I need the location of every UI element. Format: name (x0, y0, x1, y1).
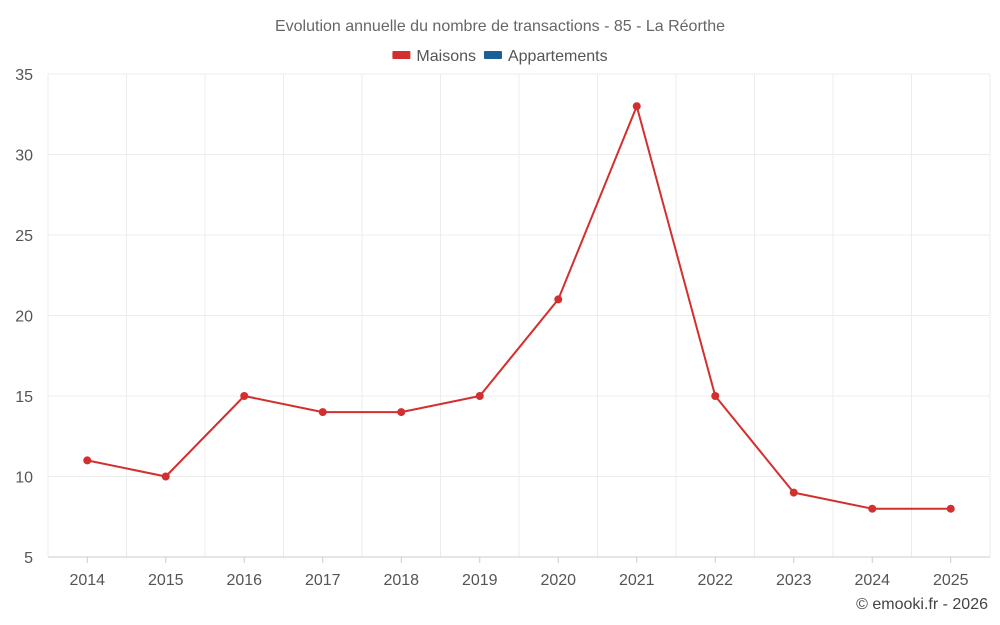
data-point[interactable] (554, 295, 563, 304)
data-point[interactable] (711, 392, 720, 400)
legend-item-appartements[interactable]: Appartements (483, 48, 608, 65)
grid (47, 73, 991, 557)
y-tick-label: 20 (15, 309, 33, 326)
x-tick-label: 2020 (540, 572, 576, 589)
x-tick-label: 2021 (619, 572, 655, 589)
legend-label: Maisons (416, 48, 476, 65)
x-tick-label: 2017 (305, 572, 341, 589)
x-tick-label: 2022 (697, 572, 733, 589)
y-tick-label: 35 (15, 67, 33, 84)
series (83, 102, 955, 513)
x-tick-label: 2016 (226, 572, 262, 589)
y-tick-label: 25 (15, 228, 33, 245)
legend: Maisons Appartements (392, 48, 608, 65)
x-tick-label: 2023 (776, 572, 812, 589)
data-point[interactable] (632, 102, 641, 111)
data-point[interactable] (83, 456, 92, 465)
data-point[interactable] (946, 504, 955, 513)
y-tick-label: 10 (15, 470, 33, 487)
legend-swatch (392, 51, 411, 59)
data-point[interactable] (868, 504, 877, 513)
data-point[interactable] (240, 392, 249, 400)
data-point[interactable] (789, 488, 798, 497)
data-point[interactable] (318, 408, 327, 417)
x-tick-label: 2019 (462, 572, 498, 589)
x-tick-label: 2024 (854, 572, 890, 589)
x-tick-label: 2015 (148, 572, 184, 589)
x-tick-label: 2018 (383, 572, 419, 589)
series-line-maisons (87, 105, 951, 510)
data-point[interactable] (161, 472, 170, 481)
x-tick-label: 2025 (933, 572, 969, 589)
y-tick-label: 15 (15, 389, 33, 406)
y-tick-label: 5 (24, 550, 33, 567)
data-point[interactable] (397, 408, 406, 417)
chart-title: Evolution annuelle du nombre de transact… (275, 18, 725, 35)
legend-swatch (483, 51, 502, 59)
data-point[interactable] (475, 392, 484, 400)
y-tick-label: 30 (15, 148, 33, 165)
legend-item-maisons[interactable]: Maisons (392, 48, 476, 65)
x-tick-label: 2014 (69, 572, 105, 589)
credit-text: © emooki.fr - 2026 (856, 596, 988, 613)
legend-label: Appartements (508, 48, 608, 65)
